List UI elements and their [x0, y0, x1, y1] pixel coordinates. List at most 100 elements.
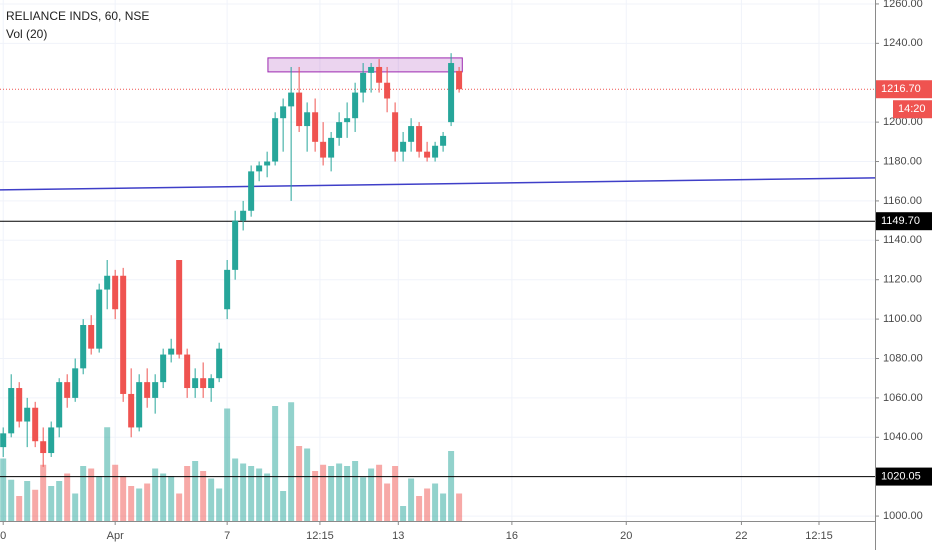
volume-bar [256, 468, 263, 521]
volume-bar [392, 466, 399, 521]
candle-body [248, 171, 255, 211]
candle-body [320, 141, 327, 158]
volume-bar [0, 458, 7, 521]
volume-bar [16, 496, 23, 521]
y-tick-label: 1140.00 [883, 234, 922, 246]
candle-body [256, 165, 263, 172]
volume-bar [32, 489, 39, 521]
x-tick-label: 12:15 [805, 530, 833, 542]
volume-bar [144, 483, 151, 521]
x-tick-label: 7 [224, 530, 230, 542]
volume-bar [416, 496, 423, 521]
volume-bar [56, 481, 63, 521]
volume-bar [48, 486, 55, 521]
candle-body [456, 70, 463, 90]
volume-bar [304, 448, 311, 521]
volume-bar [120, 476, 127, 521]
candle-body [168, 348, 175, 355]
y-tick-label: 1200.00 [883, 116, 923, 128]
candle-body [40, 441, 47, 454]
volume-bar [360, 477, 367, 521]
countdown-label-bg [893, 100, 932, 119]
candle-body [328, 137, 335, 158]
candle-body [336, 122, 343, 138]
candle-body [24, 407, 31, 422]
level-label: 1020.05 [881, 470, 921, 482]
candle-body [112, 275, 119, 310]
y-tick-label: 1180.00 [883, 155, 922, 167]
y-tick-label: 1120.00 [883, 274, 922, 286]
candle-body [56, 382, 63, 428]
candle-body [304, 112, 311, 127]
candle-body [144, 382, 151, 398]
volume-bar [160, 473, 167, 521]
candle-body [376, 66, 383, 83]
x-tick-label: 20 [620, 530, 632, 542]
chart-title: RELIANCE INDS, 60, NSE [6, 9, 149, 23]
volume-bar [128, 486, 135, 521]
volume-bar [208, 478, 215, 521]
volume-bar [64, 473, 71, 521]
volume-bar [232, 458, 239, 521]
candle-body [416, 126, 423, 152]
volume-bar [88, 468, 95, 521]
volume-bar [224, 408, 231, 521]
level-label: 1149.70 [881, 215, 920, 227]
candle-body [64, 382, 71, 398]
candle-body [280, 106, 287, 119]
candle-body [128, 393, 135, 428]
level-label-bg [876, 467, 932, 486]
volume-bar [248, 466, 255, 521]
candle-body [296, 92, 303, 127]
time-axis-bg [0, 521, 932, 550]
volume-bar [136, 488, 143, 521]
volume-bar [168, 476, 175, 521]
candle-body [136, 382, 143, 428]
candle-body [368, 66, 375, 73]
y-tick-label: 1160.00 [883, 195, 922, 207]
volume-bar [200, 471, 207, 521]
volume-bar [192, 461, 199, 521]
y-tick-label: 1260.00 [883, 0, 923, 10]
last-price-label: 1216.70 [881, 83, 921, 95]
candle-body [72, 368, 79, 398]
volume-bar [336, 463, 343, 521]
volume-bar [376, 464, 383, 521]
candle-body [160, 354, 167, 383]
volume-bar [408, 478, 415, 521]
volume-bar [352, 461, 359, 521]
volume-bar [112, 464, 119, 521]
volume-bar [448, 451, 455, 521]
x-tick-label: 0 [0, 530, 6, 542]
candle-body [288, 92, 295, 107]
volume-bar [400, 506, 407, 521]
volume-bar [312, 471, 319, 521]
candle-body [448, 63, 455, 123]
volume-bar [152, 468, 159, 521]
candle-body [424, 151, 431, 158]
y-tick-label: 1000.00 [883, 510, 923, 522]
volume-bar [272, 406, 279, 521]
volume-bar [320, 464, 327, 521]
volume-bar [384, 483, 391, 521]
volume-bar [72, 493, 79, 521]
candle-body [120, 275, 127, 394]
volume-bar [296, 446, 303, 521]
candle-body [440, 135, 447, 146]
candle-body [272, 118, 279, 162]
candle-body [360, 72, 367, 93]
x-tick-label: Apr [107, 530, 124, 542]
candle-body [312, 112, 319, 142]
candle-body [264, 161, 271, 166]
volume-bar [40, 464, 47, 521]
candle-body [232, 220, 239, 270]
volume-bar [424, 488, 431, 521]
volume-bar [96, 476, 103, 521]
candle-body [80, 325, 87, 369]
candle-body [96, 289, 103, 349]
volume-bar [240, 463, 247, 521]
volume-bar [216, 488, 223, 521]
volume-bar [80, 466, 87, 521]
candle-body [16, 388, 23, 422]
